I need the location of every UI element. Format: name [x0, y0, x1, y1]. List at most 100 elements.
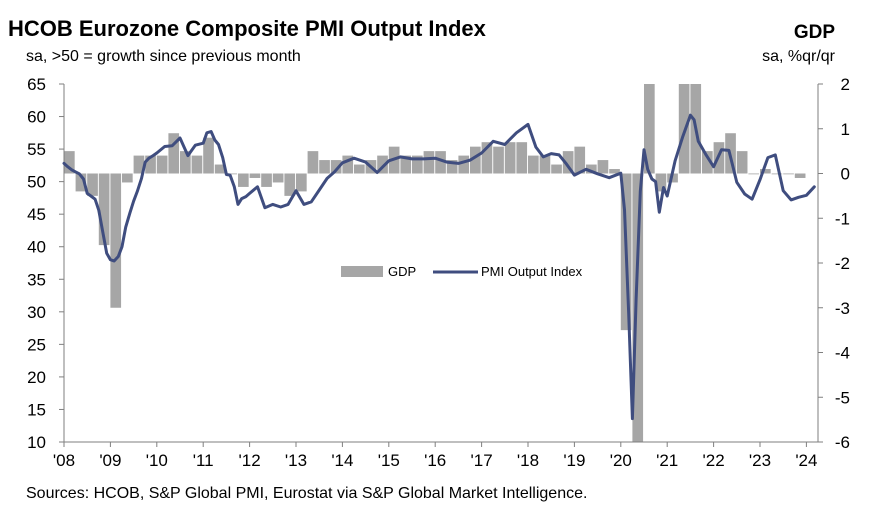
right-tick-label: -1 [835, 209, 850, 228]
chart-title: HCOB Eurozone Composite PMI Output Index [8, 16, 486, 41]
gdp-bar [319, 160, 330, 174]
left-tick-label: 40 [27, 238, 46, 257]
gdp-bar [284, 173, 296, 196]
gdp-bar [586, 164, 597, 174]
left-tick-label: 35 [27, 270, 46, 289]
left-tick-label: 30 [27, 303, 46, 322]
gdp-bar [191, 155, 203, 174]
gdp-bar [562, 151, 574, 174]
gdp-bar [736, 151, 748, 174]
gdp-bar [110, 173, 122, 308]
gdp-bar [574, 146, 586, 174]
gdp-bar [783, 173, 794, 175]
gdp-bar [342, 155, 354, 174]
gdp-bar [145, 155, 156, 174]
left-axis-ticks: 65 60 55 50 45 40 35 30 25 20 15 10 [27, 75, 64, 452]
x-tick-label: '14 [331, 451, 353, 470]
legend-gdp-label: GDP [388, 264, 416, 279]
gdp-bar [516, 142, 528, 174]
gdp-bar [330, 160, 342, 174]
right-tick-label: 2 [841, 75, 850, 94]
gdp-bar [435, 151, 446, 174]
right-tick-label: -5 [835, 388, 850, 407]
gdp-bar [551, 164, 562, 174]
right-tick-label: 0 [841, 165, 850, 184]
x-tick-label: '17 [471, 451, 493, 470]
gdp-bar [504, 142, 516, 174]
gdp-bar [156, 155, 168, 174]
x-tick-label: '24 [795, 451, 817, 470]
gdp-bar [214, 164, 226, 174]
gdp-bar [180, 151, 191, 174]
legend-pmi-label: PMI Output Index [481, 264, 583, 279]
source-note: Sources: HCOB, S&P Global PMI, Eurostat … [26, 485, 588, 502]
gdp-bar [249, 173, 261, 178]
gdp-bar [423, 151, 435, 174]
x-tick-label: '12 [239, 451, 261, 470]
legend: GDP PMI Output Index [341, 264, 583, 279]
gdp-bar [75, 173, 87, 192]
pmi-line-group [62, 113, 816, 421]
gdp-bar [238, 173, 249, 187]
gdp-bar [261, 173, 272, 187]
right-tick-label: -3 [835, 299, 850, 318]
gdp-bar [702, 151, 713, 174]
gdp-bar [794, 173, 806, 178]
left-tick-label: 50 [27, 173, 46, 192]
right-tick-label: -2 [835, 254, 850, 273]
left-tick-label: 25 [27, 335, 46, 354]
x-tick-label: '09 [99, 451, 121, 470]
gdp-bars [64, 84, 806, 442]
gdp-bar [296, 173, 307, 192]
gdp-bar [493, 146, 504, 174]
gdp-bar [354, 164, 365, 174]
legend-gdp-swatch [341, 266, 383, 277]
x-tick-label: '16 [424, 451, 446, 470]
left-tick-label: 55 [27, 140, 46, 159]
right-tick-label: 1 [841, 120, 850, 139]
x-tick-label: '10 [146, 451, 168, 470]
gdp-bar [272, 173, 284, 183]
gdp-bar [528, 155, 539, 174]
gdp-bar [226, 173, 238, 175]
x-tick-label: '13 [285, 451, 307, 470]
right-axis-subtitle: sa, %qr/qr [762, 48, 835, 65]
chart-subtitle: sa, >50 = growth since previous month [26, 48, 301, 65]
left-tick-label: 65 [27, 75, 46, 94]
gdp-bar [748, 173, 760, 175]
x-tick-label: '21 [656, 451, 678, 470]
gdp-bar [446, 160, 458, 174]
gdp-bar [133, 155, 145, 174]
x-tick-label: '15 [378, 451, 400, 470]
gdp-bar [655, 173, 667, 192]
gdp-bar [470, 146, 481, 174]
gdp-bar [203, 137, 214, 174]
right-axis-title: GDP [793, 22, 835, 43]
gdp-bar [644, 84, 655, 174]
gdp-bar [760, 169, 771, 174]
gdp-bar [539, 155, 551, 174]
right-tick-label: -6 [835, 433, 850, 452]
gdp-bar [597, 160, 609, 174]
x-tick-label: '19 [563, 451, 585, 470]
gdp-bar [307, 151, 319, 174]
gdp-bar [771, 173, 783, 175]
right-tick-label: -4 [835, 344, 850, 363]
gdp-bar [400, 155, 412, 174]
x-tick-label: '22 [703, 451, 725, 470]
pmi-line [62, 113, 816, 421]
gdp-bar [122, 173, 133, 183]
left-tick-label: 15 [27, 400, 46, 419]
x-tick-label: '11 [193, 451, 214, 470]
x-tick-label: '18 [517, 451, 539, 470]
left-tick-label: 10 [27, 433, 46, 452]
left-tick-label: 60 [27, 108, 46, 127]
x-tick-label: '08 [53, 451, 75, 470]
right-axis-ticks: 2 1 0 -1 -2 -3 -4 -5 -6 [818, 75, 850, 452]
gdp-bar [412, 155, 423, 174]
gdp-bar [458, 155, 470, 174]
x-tick-label: '20 [610, 451, 632, 470]
gdp-bar [609, 169, 620, 174]
gdp-bar [98, 173, 110, 246]
left-tick-label: 20 [27, 368, 46, 387]
